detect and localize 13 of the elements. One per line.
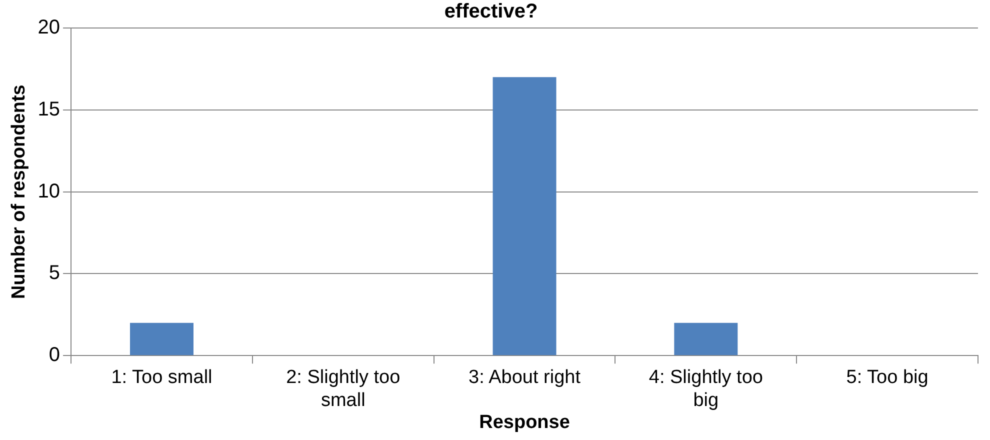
x-axis-title: Response [479,412,570,433]
y-tick-label: 5 [48,262,60,284]
x-tick-label: 5: Too big [846,367,928,388]
x-tick-label: 2: Slightly too small [286,367,400,412]
x-tick-label: 4: Slightly too big [648,367,763,412]
y-tick-label: 15 [38,98,60,120]
x-tick-label: 3: About right [468,367,582,388]
y-tick-label: 10 [38,180,60,202]
x-tick-label: 1: Too small [111,367,212,388]
y-tick-label: 0 [48,344,60,366]
y-axis-title: Number of respondents [8,84,30,299]
y-tick-label: 20 [38,16,60,39]
chart-title: effective? [444,0,538,23]
